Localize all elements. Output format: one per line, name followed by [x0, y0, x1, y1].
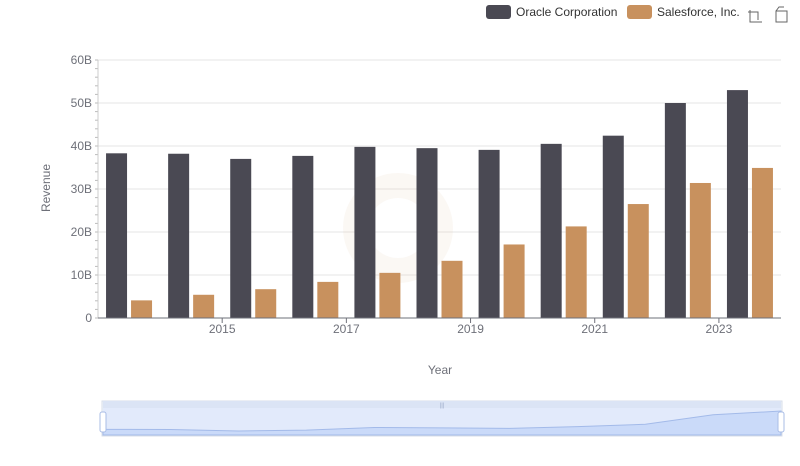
x-axis: 2015 2017 2019 2021 2023 — [98, 317, 781, 336]
bar-oracle-2024[interactable] — [726, 90, 748, 318]
bar-oracle-2018[interactable] — [354, 146, 376, 318]
legend: Oracle Corporation Salesforce, Inc. — [486, 5, 740, 19]
x-tick-label: 2021 — [581, 322, 608, 336]
bar-oracle-2015[interactable] — [168, 153, 190, 318]
legend-item-salesforce[interactable]: Salesforce, Inc. — [627, 5, 740, 19]
y-tick-label: 20B — [71, 225, 92, 239]
y-axis-label: Revenue — [39, 164, 53, 212]
y-tick-label: 0 — [85, 311, 92, 325]
bar-salesforce-2020[interactable] — [503, 244, 525, 318]
y-tick-label: 60B — [71, 53, 92, 67]
restore-icon[interactable] — [772, 6, 790, 24]
zoom-drag-grip: ||| — [440, 403, 445, 409]
bar-salesforce-2018[interactable] — [379, 272, 401, 318]
bars-group — [106, 90, 773, 318]
zoom-left-handle[interactable] — [99, 411, 107, 433]
bar-oracle-2014[interactable] — [106, 153, 128, 318]
bar-salesforce-2024[interactable] — [751, 167, 773, 318]
y-axis: 0 10B 20B 30B 40B 50B 60B — [71, 53, 99, 325]
x-tick-label: 2017 — [333, 322, 360, 336]
bar-oracle-2023[interactable] — [664, 103, 686, 318]
legend-label-salesforce: Salesforce, Inc. — [657, 5, 740, 19]
bar-salesforce-2014[interactable] — [131, 300, 153, 318]
x-tick-label: 2019 — [457, 322, 484, 336]
legend-label-oracle: Oracle Corporation — [516, 5, 617, 19]
bar-salesforce-2023[interactable] — [689, 182, 711, 318]
x-tick-label: 2023 — [706, 322, 733, 336]
legend-swatch-salesforce — [627, 5, 652, 19]
y-tick-label: 30B — [71, 182, 92, 196]
bar-oracle-2021[interactable] — [540, 143, 562, 318]
bar-oracle-2016[interactable] — [230, 158, 252, 318]
bar-oracle-2022[interactable] — [602, 135, 624, 318]
bar-oracle-2020[interactable] — [478, 149, 500, 318]
bar-salesforce-2021[interactable] — [565, 226, 587, 318]
y-tick-label: 40B — [71, 139, 92, 153]
y-tick-label: 50B — [71, 96, 92, 110]
zoom-icon[interactable] — [746, 6, 764, 24]
bar-oracle-2017[interactable] — [292, 155, 314, 318]
x-axis-label: Year — [428, 363, 452, 377]
zoom-right-handle[interactable] — [777, 411, 785, 433]
legend-item-oracle[interactable]: Oracle Corporation — [486, 5, 617, 19]
x-tick-label: 2015 — [209, 322, 236, 336]
bar-salesforce-2022[interactable] — [627, 204, 649, 318]
y-tick-label: 10B — [71, 268, 92, 282]
bar-salesforce-2019[interactable] — [441, 260, 463, 318]
bar-salesforce-2015[interactable] — [193, 294, 215, 318]
legend-swatch-oracle — [486, 5, 511, 19]
zoom-preview-area — [102, 410, 782, 436]
data-zoom-slider[interactable]: ||| — [99, 400, 785, 437]
zoom-top-handle-bar[interactable] — [103, 401, 781, 408]
bar-salesforce-2016[interactable] — [255, 289, 277, 318]
bar-oracle-2019[interactable] — [416, 148, 438, 318]
bar-salesforce-2017[interactable] — [317, 281, 339, 318]
